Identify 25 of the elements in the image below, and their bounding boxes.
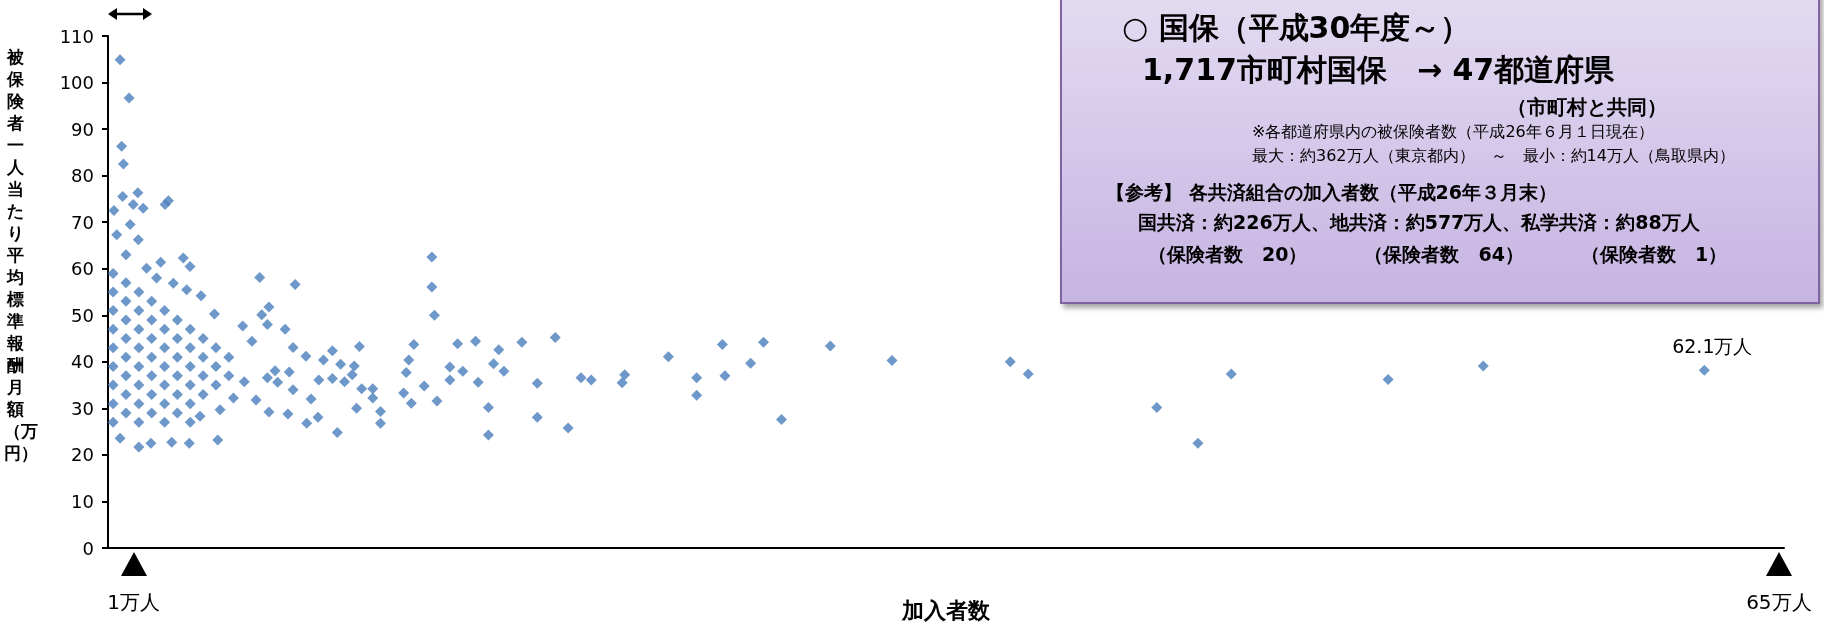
x-tick-label: 1万人 <box>107 590 161 614</box>
y-tick-label: 20 <box>71 444 94 466</box>
annotation: 最大：約362万人（東京都内） ～ 最小：約14万人（鳥取県内） <box>1252 146 1735 167</box>
y-tick-label: 0 <box>82 537 94 559</box>
y-tick-label: 40 <box>71 351 94 373</box>
x-tick-label: 65万人 <box>1746 590 1812 614</box>
annotation: 1,717市町村国保 → 47都道府県 <box>1142 51 1615 89</box>
y-tick-label: 10 <box>71 490 94 512</box>
annotation: （保険者数 20） （保険者数 64） （保険者数 1） <box>1148 242 1728 267</box>
x-axis-title: 加入者数 <box>902 597 990 625</box>
annotation: 【参考】 各共済組合の加入者数（平成26年３月末） <box>1106 180 1558 205</box>
y-tick-label: 110 <box>59 25 94 47</box>
y-tick-label: 100 <box>59 72 94 94</box>
y-tick-label: 60 <box>71 258 94 280</box>
annotation: ※各都道府県内の被保険者数（平成26年６月１日現在） <box>1252 122 1654 143</box>
y-tick-label: 70 <box>71 211 94 233</box>
y-tick-label: 50 <box>71 304 94 326</box>
annotation: ○ 国保（平成30年度～） <box>1122 9 1471 47</box>
y-tick-label: 90 <box>71 118 94 140</box>
annotation: 62.1万人 <box>1672 334 1753 360</box>
annotation: 国共済：約226万人、地共済：約577万人、私学共済：約88万人 <box>1138 210 1700 235</box>
y-tick-label: 30 <box>71 397 94 419</box>
annotation: （市町村と共同） <box>1507 94 1667 121</box>
text: 被保険者一人当たり平均標準報酬月額（万円） <box>4 47 38 463</box>
y-tick-label: 80 <box>71 165 94 187</box>
